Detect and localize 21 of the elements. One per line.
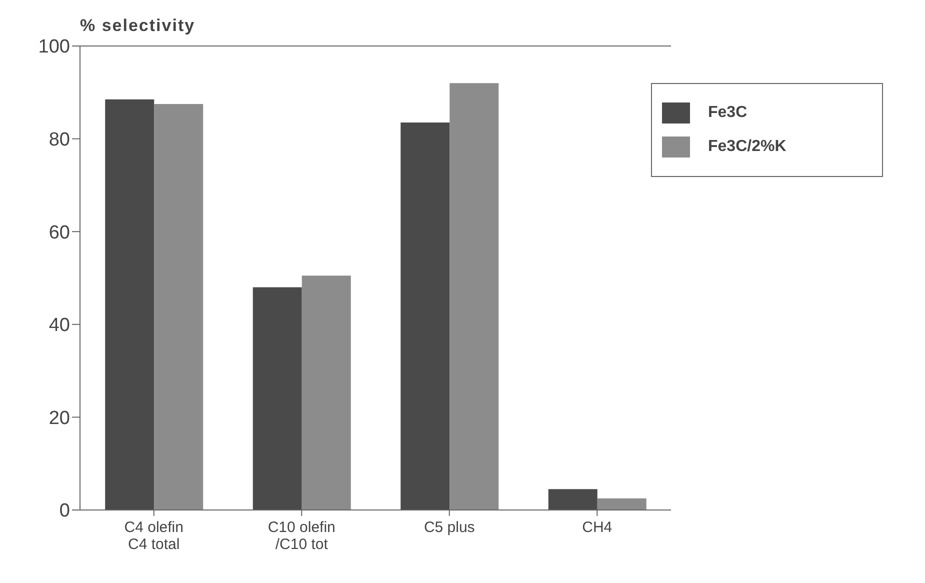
y-tick-label: 80: [48, 130, 70, 151]
y-tick-label: 0: [59, 500, 70, 522]
x-tick-label: C4 olefin C4 total: [124, 519, 184, 553]
legend-label: Fe3C/2%K: [708, 138, 786, 155]
bar: [548, 489, 598, 510]
bar: [400, 122, 450, 510]
y-tick-label: 20: [48, 408, 70, 429]
legend-label: Fe3C: [708, 104, 748, 121]
bar: [450, 83, 499, 510]
bar: [105, 99, 154, 510]
y-tick-label: 100: [38, 36, 70, 58]
bar: [252, 287, 302, 510]
y-tick-label: 40: [48, 315, 70, 336]
x-tick-label: C10 olefin /C10 tot: [268, 519, 336, 553]
y-tick-label: 60: [48, 222, 70, 244]
bar: [154, 104, 204, 510]
bar: [302, 276, 351, 510]
x-tick-label: CH4: [582, 519, 612, 536]
bar: [597, 498, 646, 510]
y-axis-title: % selectivity: [80, 16, 196, 36]
x-tick-label: C5 plus: [424, 519, 475, 536]
